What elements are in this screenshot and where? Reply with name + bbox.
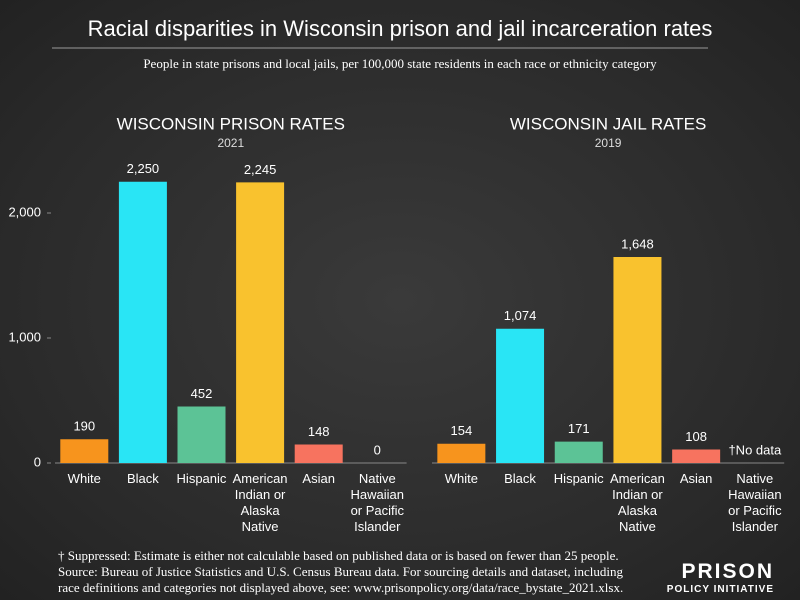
page-subtitle: People in state prisons and local jails,… — [143, 56, 657, 71]
bar — [437, 443, 486, 463]
bar — [60, 439, 109, 463]
value-label: 452 — [191, 386, 213, 401]
footnote: Source: Bureau of Justice Statistics and… — [58, 564, 624, 579]
bar — [177, 406, 226, 463]
value-label: 171 — [568, 421, 590, 436]
bar — [118, 181, 167, 463]
bar — [672, 449, 721, 463]
chart-subtitle: 2021 — [217, 136, 244, 150]
value-label: 148 — [308, 424, 330, 439]
value-label: 1,074 — [504, 308, 537, 323]
y-tick-label: 1,000 — [8, 329, 41, 344]
value-label: 190 — [73, 419, 95, 434]
value-label: †No data — [728, 442, 782, 457]
x-tick-label: Native Hawaiian or Pacific Islander — [350, 471, 405, 534]
bar — [496, 328, 545, 463]
value-label: 2,245 — [244, 162, 277, 177]
bar — [294, 444, 343, 463]
x-tick-label: Native Hawaiian or Pacific Islander — [728, 471, 782, 534]
value-label: 0 — [374, 442, 381, 457]
bar — [236, 182, 285, 463]
footnote: race definitions and categories not disp… — [58, 580, 624, 595]
x-tick-label: White — [67, 471, 101, 486]
x-tick-label: Asian — [302, 471, 335, 486]
x-tick-label: Hispanic — [553, 471, 604, 486]
value-label: 154 — [450, 423, 472, 438]
footnote: † Suppressed: Estimate is either not cal… — [58, 548, 619, 563]
logo: POLICY INITIATIVE — [666, 584, 774, 595]
bar — [554, 441, 603, 463]
x-tick-label: White — [444, 471, 478, 486]
page-title: Racial disparities in Wisconsin prison a… — [88, 16, 713, 41]
value-label: 108 — [685, 429, 707, 444]
x-tick-label: Black — [126, 471, 159, 486]
chart-title: WISCONSIN JAIL RATES — [510, 114, 706, 133]
bar — [613, 257, 662, 463]
x-tick-label: Asian — [679, 471, 713, 486]
x-tick-label: American Indian or Alaska Native — [609, 471, 665, 534]
chart-subtitle: 2019 — [595, 136, 622, 150]
x-tick-label: Hispanic — [176, 471, 227, 486]
x-tick-label: American Indian or Alaska Native — [232, 471, 288, 534]
y-tick-label: 2,000 — [8, 204, 41, 219]
value-label: 1,648 — [621, 236, 654, 251]
logo: PRISON — [681, 560, 774, 583]
x-tick-label: Black — [504, 471, 536, 486]
y-tick-label: 0 — [34, 454, 41, 469]
chart-title: WISCONSIN PRISON RATES — [117, 114, 345, 133]
value-label: 2,250 — [127, 161, 160, 176]
